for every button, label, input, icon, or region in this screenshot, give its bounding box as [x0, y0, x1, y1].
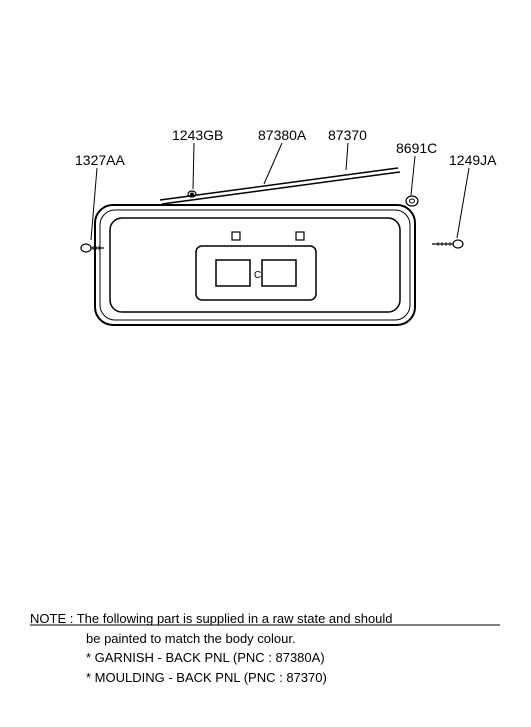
note-item-1: * GARNISH - BACK PNL (PNC : 87380A) [30, 648, 501, 668]
note-prefix: NOTE : [30, 611, 73, 626]
note-text-1: The following part is supplied in a raw … [77, 611, 393, 626]
fastener-right-nut [406, 196, 418, 206]
label-1249JA: 1249JA [449, 152, 496, 168]
parts-diagram: C [0, 0, 531, 727]
note-line-1: NOTE : The following part is supplied in… [30, 609, 501, 629]
label-8691C: 8691C [396, 140, 437, 156]
note-block: NOTE : The following part is supplied in… [30, 609, 501, 687]
label-87380A: 87380A [258, 127, 306, 143]
fastener-right-screw [432, 240, 463, 248]
label-87370: 87370 [328, 127, 367, 143]
svg-text:C: C [254, 270, 261, 281]
label-1243GB: 1243GB [172, 127, 223, 143]
label-1327AA: 1327AA [75, 152, 125, 168]
note-line-2: be painted to match the body colour. [30, 629, 501, 649]
note-item-2: * MOULDING - BACK PNL (PNC : 87370) [30, 668, 501, 688]
fastener-left-screw [81, 244, 104, 252]
